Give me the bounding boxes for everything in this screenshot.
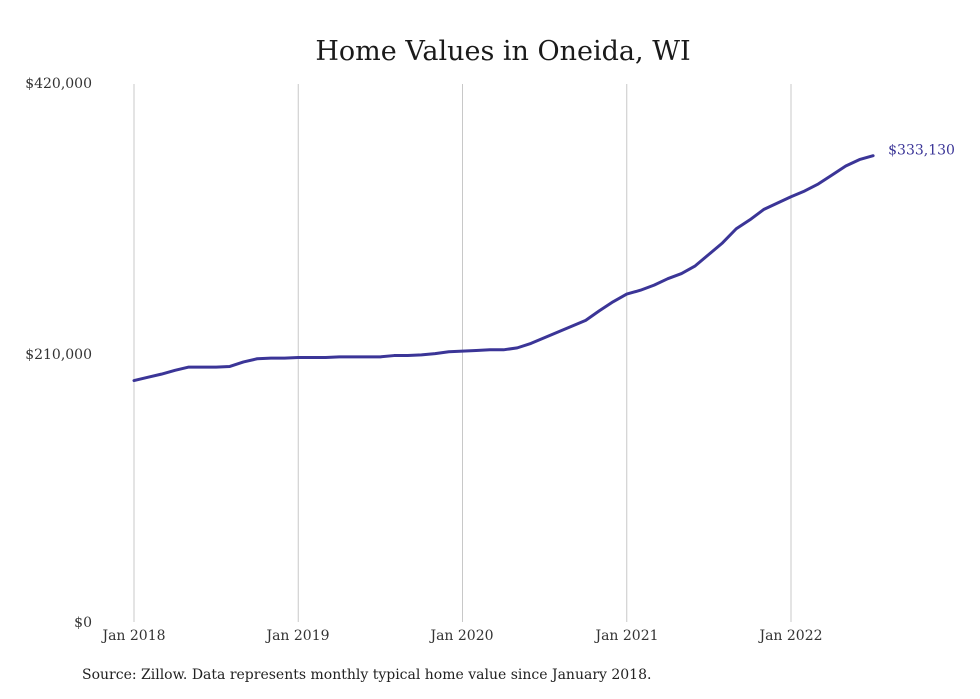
end-value-label: $333,130 xyxy=(888,143,955,159)
y-tick-label-210000: $210,000 xyxy=(25,347,92,363)
series-group xyxy=(132,154,875,383)
series-line xyxy=(132,154,875,383)
chart-title: Home Values in Oneida, WI xyxy=(315,36,690,67)
gridlines xyxy=(133,84,792,622)
x-tick-label-jan-2018: Jan 2018 xyxy=(100,628,165,644)
source-note: Source: Zillow. Data represents monthly … xyxy=(82,667,652,683)
y-tick-label-0: $0 xyxy=(74,615,92,631)
x-tick-label-jan-2020: Jan 2020 xyxy=(428,628,493,644)
y-tick-label-420000: $420,000 xyxy=(25,76,92,92)
x-tick-label-jan-2021: Jan 2021 xyxy=(593,628,658,644)
line-chart: Home Values in Oneida, WI $420,000 $210,… xyxy=(25,36,955,644)
x-tick-label-jan-2019: Jan 2019 xyxy=(264,628,329,644)
x-tick-label-jan-2022: Jan 2022 xyxy=(757,628,822,644)
